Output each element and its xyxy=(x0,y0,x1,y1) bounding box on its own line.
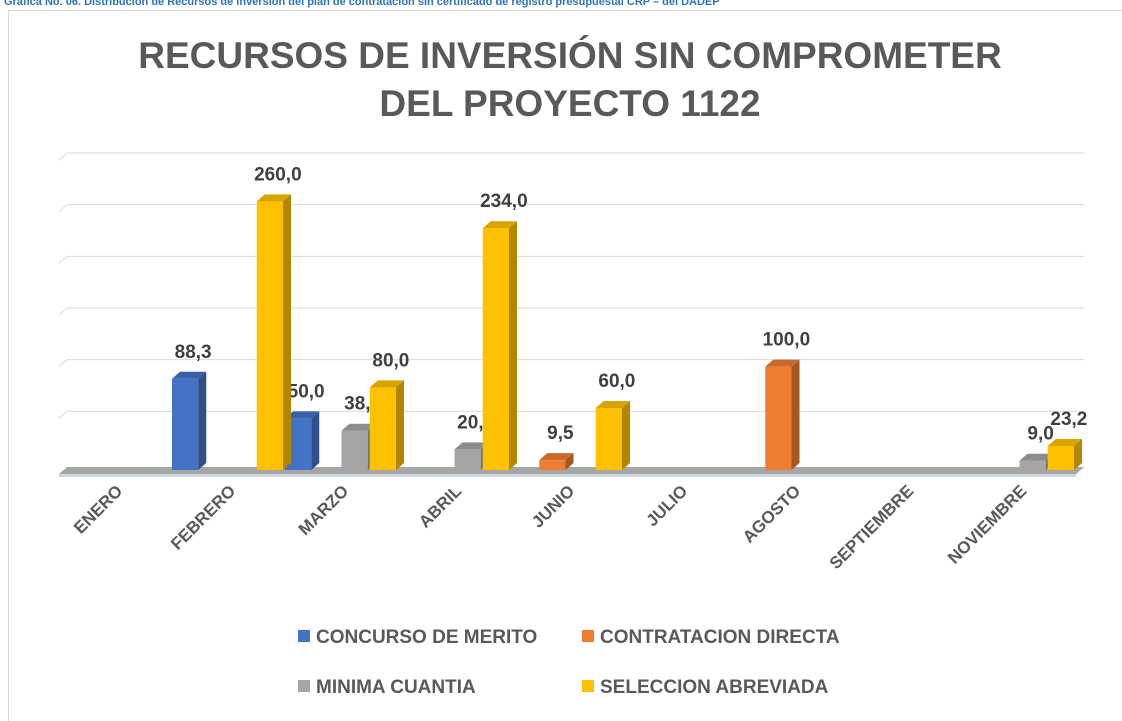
chart-frame xyxy=(8,10,1122,721)
bar xyxy=(1047,439,1082,470)
bar xyxy=(482,221,517,470)
grid-line-side xyxy=(58,410,68,419)
bar-front xyxy=(595,408,622,470)
x-tick-label: MARZO xyxy=(295,481,353,539)
legend-label: CONTRATACION DIRECTA xyxy=(600,627,840,648)
bar-side xyxy=(283,194,291,471)
chart-title: RECURSOS DE INVERSIÓN SIN COMPROMETER DE… xyxy=(138,35,1002,124)
bar-top xyxy=(369,380,404,388)
bar xyxy=(765,359,800,470)
bar-front xyxy=(369,387,396,470)
data-label: 60,0 xyxy=(598,371,635,392)
caption: Gráfica No. 06. Distribución de Recursos… xyxy=(4,0,720,8)
bar-top xyxy=(1047,439,1082,447)
bar-side xyxy=(791,359,800,470)
bar-side xyxy=(1074,439,1082,470)
x-tick-label: JUNIO xyxy=(528,481,578,531)
legend-swatch xyxy=(298,680,310,692)
bar-side xyxy=(622,401,630,470)
data-label: 9,0 xyxy=(1027,424,1053,445)
grid-line-side xyxy=(58,152,68,161)
legend-swatch xyxy=(298,630,310,642)
bar-front xyxy=(341,430,368,470)
bar-top xyxy=(285,411,320,419)
grid-line-side xyxy=(58,204,68,213)
bar-front xyxy=(482,228,509,470)
data-label: 100,0 xyxy=(763,330,811,351)
data-label: 50,0 xyxy=(288,381,325,402)
data-label: 80,0 xyxy=(372,350,409,371)
legend-label: SELECCION ABREVIADA xyxy=(600,677,829,698)
bar-top xyxy=(341,423,376,431)
bar-top xyxy=(1019,453,1054,461)
bar xyxy=(172,371,207,470)
bar-front xyxy=(539,460,566,470)
bar-side xyxy=(311,411,320,470)
bar-top xyxy=(595,401,630,408)
legend-label: MINIMA CUANTIA xyxy=(316,677,476,698)
data-label: 9,5 xyxy=(547,423,574,444)
bar-front xyxy=(172,378,199,470)
grid-line-side xyxy=(58,359,68,368)
floor-front xyxy=(59,474,1076,477)
data-label: 88,3 xyxy=(175,342,212,363)
bar xyxy=(595,401,630,470)
bar-front xyxy=(765,366,792,470)
x-tick-label: ABRIL xyxy=(415,481,465,531)
x-tick-label: ENERO xyxy=(70,481,126,537)
bar-top xyxy=(482,221,517,229)
legend-swatch xyxy=(582,630,594,642)
bar xyxy=(539,453,574,470)
legend-swatch xyxy=(582,680,594,692)
data-label: 260,0 xyxy=(254,164,302,185)
bar-front xyxy=(1019,460,1046,470)
x-tick-label: JULIO xyxy=(642,481,691,530)
bar xyxy=(369,380,404,470)
x-tick-label: FEBRERO xyxy=(167,481,239,553)
bar-top xyxy=(539,453,574,461)
grid-line-side xyxy=(58,307,68,316)
bar-top xyxy=(454,442,489,450)
bar-side xyxy=(396,380,404,470)
data-label: 23,2 xyxy=(1050,409,1087,430)
legend-label: CONCURSO DE MERITO xyxy=(316,627,537,648)
grid-line-side xyxy=(58,255,68,264)
bar-front xyxy=(256,201,283,471)
bar-top xyxy=(765,359,800,367)
x-tick-label: NOVIEMBRE xyxy=(944,481,1030,567)
bar-front xyxy=(1047,446,1074,470)
data-label: 234,0 xyxy=(480,191,528,212)
floor xyxy=(59,467,1084,474)
x-tick-label: AGOSTO xyxy=(739,481,804,546)
x-tick-label: SEPTIEMBRE xyxy=(826,481,918,573)
bar-side xyxy=(198,371,207,470)
bar xyxy=(256,194,291,471)
bar-side xyxy=(509,221,517,470)
bar-top xyxy=(256,194,291,202)
bar-front xyxy=(454,449,481,470)
bar-top xyxy=(172,371,207,379)
bar-side xyxy=(565,453,574,470)
